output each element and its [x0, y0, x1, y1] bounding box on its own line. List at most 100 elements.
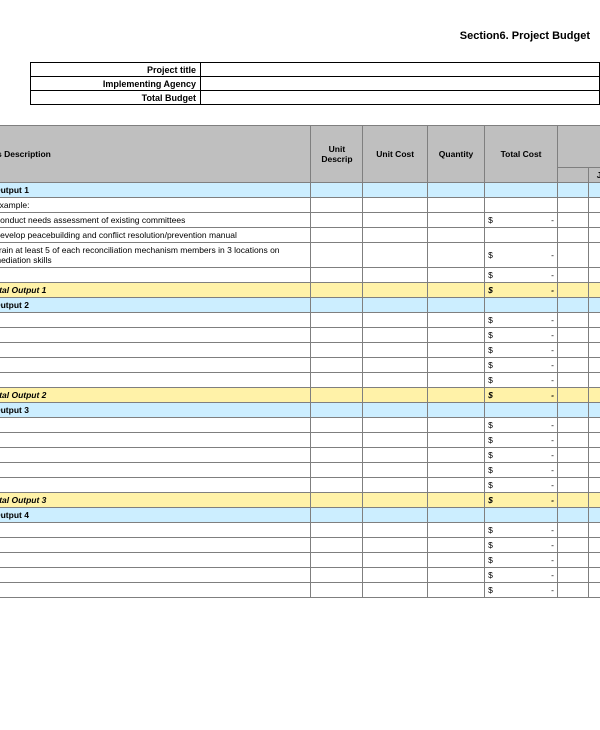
extra-cell[interactable] — [557, 243, 588, 268]
total-empty[interactable] — [589, 493, 600, 508]
unit-descrip-cell[interactable] — [311, 373, 363, 388]
description-cell[interactable]: Conduct needs assessment of existing com… — [0, 213, 311, 228]
total-cost-cell[interactable]: $- — [485, 523, 558, 538]
total-cost-cell[interactable]: $- — [485, 213, 558, 228]
unit-cost-cell[interactable] — [363, 228, 428, 243]
total-cost-cell[interactable]: $- — [485, 268, 558, 283]
quantity-cell[interactable] — [427, 328, 484, 343]
total-cost-cell[interactable]: $- — [485, 328, 558, 343]
extra-cell[interactable] — [589, 358, 600, 373]
total-cost-cell[interactable]: $- — [485, 553, 558, 568]
extra-cell[interactable] — [589, 478, 600, 493]
total-cost-cell[interactable]: $- — [485, 478, 558, 493]
total-cost-cell[interactable]: $- — [485, 243, 558, 268]
description-cell[interactable] — [0, 568, 311, 583]
total-cost-cell[interactable]: $- — [485, 463, 558, 478]
extra-cell[interactable] — [589, 328, 600, 343]
total-empty[interactable] — [557, 388, 588, 403]
description-cell[interactable] — [0, 343, 311, 358]
extra-cell[interactable] — [557, 478, 588, 493]
extra-cell[interactable] — [557, 358, 588, 373]
total-cost-cell[interactable]: $- — [485, 448, 558, 463]
extra-cell[interactable] — [557, 433, 588, 448]
unit-descrip-cell[interactable] — [311, 198, 363, 213]
total-cost-cell[interactable]: $- — [485, 433, 558, 448]
extra-cell[interactable] — [589, 583, 600, 598]
quantity-cell[interactable] — [427, 343, 484, 358]
quantity-cell[interactable] — [427, 523, 484, 538]
extra-cell[interactable] — [589, 213, 600, 228]
extra-cell[interactable] — [557, 523, 588, 538]
unit-descrip-cell[interactable] — [311, 328, 363, 343]
total-empty[interactable] — [363, 283, 428, 298]
unit-descrip-cell[interactable] — [311, 343, 363, 358]
total-cost-cell[interactable]: $- — [485, 373, 558, 388]
extra-cell[interactable] — [557, 228, 588, 243]
extra-cell[interactable] — [557, 463, 588, 478]
unit-cost-cell[interactable] — [363, 313, 428, 328]
description-cell[interactable] — [0, 313, 311, 328]
quantity-cell[interactable] — [427, 478, 484, 493]
unit-cost-cell[interactable] — [363, 358, 428, 373]
unit-descrip-cell[interactable] — [311, 358, 363, 373]
quantity-cell[interactable] — [427, 583, 484, 598]
description-cell[interactable]: Develop peacebuilding and conflict resol… — [0, 228, 311, 243]
quantity-cell[interactable] — [427, 448, 484, 463]
total-empty[interactable] — [427, 388, 484, 403]
unit-cost-cell[interactable] — [363, 463, 428, 478]
total-budget-cell[interactable] — [201, 91, 600, 105]
extra-cell[interactable] — [589, 538, 600, 553]
unit-descrip-cell[interactable] — [311, 268, 363, 283]
total-cost-cell[interactable]: $- — [485, 493, 558, 508]
extra-cell[interactable] — [589, 463, 600, 478]
extra-cell[interactable] — [557, 343, 588, 358]
description-cell[interactable] — [0, 358, 311, 373]
total-cost-cell[interactable]: $- — [485, 538, 558, 553]
description-cell[interactable] — [0, 373, 311, 388]
unit-descrip-cell[interactable] — [311, 418, 363, 433]
description-cell[interactable] — [0, 478, 311, 493]
unit-cost-cell[interactable] — [363, 523, 428, 538]
extra-cell[interactable] — [557, 328, 588, 343]
extra-cell[interactable] — [589, 448, 600, 463]
quantity-cell[interactable] — [427, 213, 484, 228]
total-empty[interactable] — [363, 388, 428, 403]
extra-cell[interactable] — [589, 523, 600, 538]
total-empty[interactable] — [427, 283, 484, 298]
description-cell[interactable] — [0, 538, 311, 553]
total-empty[interactable] — [311, 388, 363, 403]
extra-cell[interactable] — [557, 568, 588, 583]
total-empty[interactable] — [311, 283, 363, 298]
unit-descrip-cell[interactable] — [311, 243, 363, 268]
description-cell[interactable]: Train at least 5 of each reconciliation … — [0, 243, 311, 268]
unit-cost-cell[interactable] — [363, 433, 428, 448]
description-cell[interactable] — [0, 463, 311, 478]
unit-cost-cell[interactable] — [363, 268, 428, 283]
unit-descrip-cell[interactable] — [311, 228, 363, 243]
extra-cell[interactable] — [557, 213, 588, 228]
quantity-cell[interactable] — [427, 568, 484, 583]
total-empty[interactable] — [427, 493, 484, 508]
unit-cost-cell[interactable] — [363, 448, 428, 463]
extra-cell[interactable] — [589, 313, 600, 328]
extra-cell[interactable] — [589, 418, 600, 433]
description-cell[interactable] — [0, 553, 311, 568]
unit-descrip-cell[interactable] — [311, 523, 363, 538]
unit-cost-cell[interactable] — [363, 213, 428, 228]
extra-cell[interactable] — [589, 568, 600, 583]
quantity-cell[interactable] — [427, 373, 484, 388]
description-cell[interactable] — [0, 418, 311, 433]
unit-cost-cell[interactable] — [363, 198, 428, 213]
description-cell[interactable] — [0, 268, 311, 283]
unit-descrip-cell[interactable] — [311, 568, 363, 583]
total-empty[interactable] — [589, 283, 600, 298]
unit-cost-cell[interactable] — [363, 478, 428, 493]
unit-descrip-cell[interactable] — [311, 463, 363, 478]
extra-cell[interactable] — [589, 243, 600, 268]
project-title-cell[interactable] — [201, 63, 600, 77]
extra-cell[interactable] — [557, 373, 588, 388]
unit-descrip-cell[interactable] — [311, 448, 363, 463]
unit-cost-cell[interactable] — [363, 343, 428, 358]
quantity-cell[interactable] — [427, 313, 484, 328]
unit-cost-cell[interactable] — [363, 243, 428, 268]
